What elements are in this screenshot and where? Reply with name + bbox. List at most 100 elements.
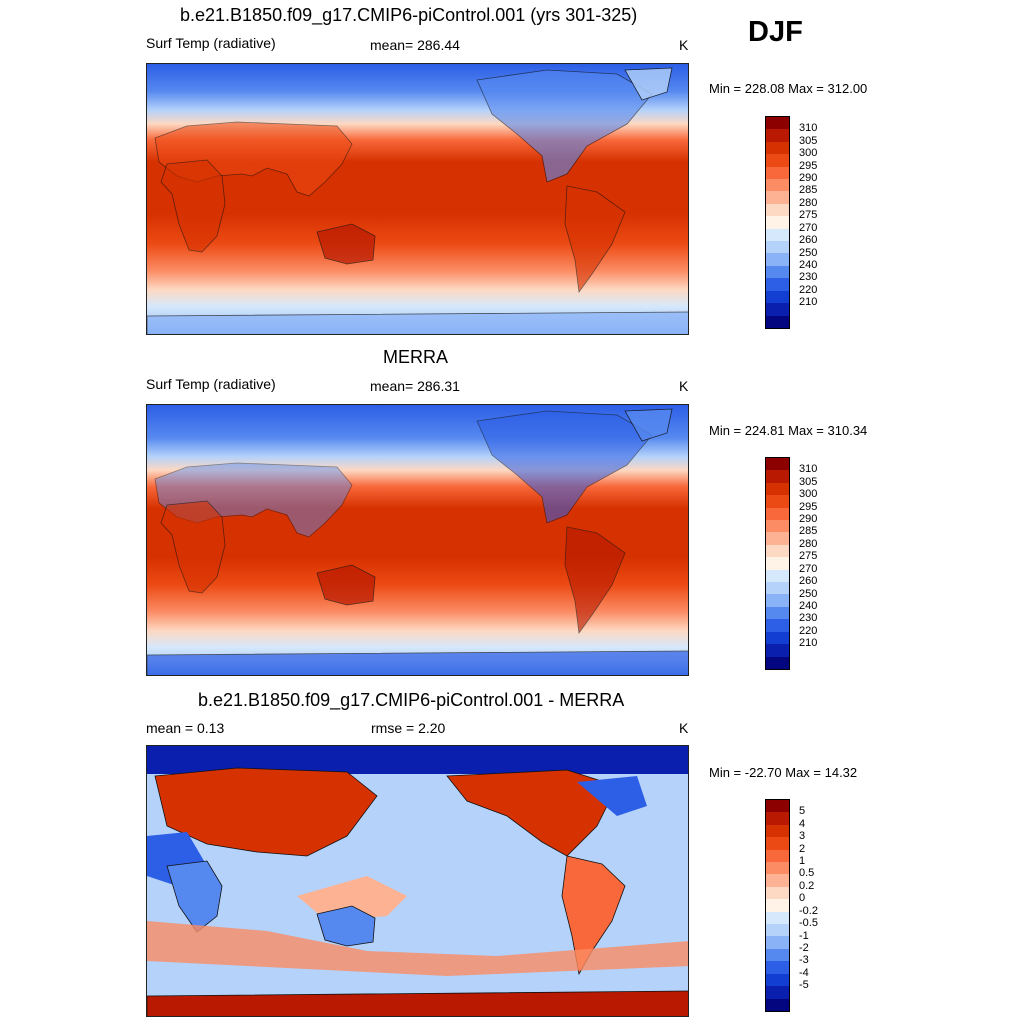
panel2-greenland-outline bbox=[624, 408, 673, 442]
panel1-colorbar bbox=[765, 116, 790, 329]
colorbar-swatch bbox=[766, 166, 789, 180]
colorbar-tick-label: 310 bbox=[799, 122, 818, 135]
panel1-minmax: Min = 228.08 Max = 312.00 bbox=[709, 81, 868, 96]
colorbar-swatch bbox=[766, 874, 789, 887]
panel2-africa-outline bbox=[160, 500, 226, 594]
colorbar-tick-label: 295 bbox=[799, 159, 818, 172]
colorbar-swatch bbox=[766, 849, 789, 863]
colorbar-swatch bbox=[766, 216, 789, 229]
colorbar-tick-label: 220 bbox=[799, 624, 818, 637]
panel2-map bbox=[146, 404, 689, 676]
colorbar-tick-label: 285 bbox=[799, 184, 818, 197]
colorbar-tick-label: 270 bbox=[799, 221, 818, 234]
colorbar-tick-label: 305 bbox=[799, 134, 818, 147]
colorbar-swatch bbox=[766, 265, 789, 279]
colorbar-swatch bbox=[766, 800, 789, 813]
colorbar-tick-label: 0.2 bbox=[799, 879, 815, 892]
colorbar-tick-label: 280 bbox=[799, 196, 818, 209]
colorbar-swatch bbox=[766, 824, 789, 838]
colorbar-swatch bbox=[766, 899, 789, 912]
panel1-title: b.e21.B1850.f09_g17.CMIP6-piControl.001 … bbox=[180, 5, 638, 25]
panel2-colorbar bbox=[765, 457, 790, 670]
panel2-antarctica-outline bbox=[147, 650, 688, 675]
panel2-unit-label: K bbox=[679, 378, 689, 394]
panel3-title: b.e21.B1850.f09_g17.CMIP6-piControl.001 … bbox=[198, 690, 625, 710]
colorbar-tick-label: 1 bbox=[799, 855, 806, 868]
panel3-southern-ocean-band bbox=[147, 921, 688, 976]
colorbar-tick-label: 240 bbox=[799, 258, 818, 271]
colorbar-tick-label: 260 bbox=[799, 234, 818, 247]
panel3-africa-outline bbox=[166, 860, 223, 933]
colorbar-swatch bbox=[766, 631, 789, 645]
colorbar-swatch bbox=[766, 911, 789, 925]
colorbar-tick-label: 290 bbox=[799, 513, 818, 526]
colorbar-tick-label: 230 bbox=[799, 271, 818, 284]
colorbar-swatch bbox=[766, 606, 789, 620]
colorbar-tick-label: 300 bbox=[799, 147, 818, 160]
colorbar-swatch bbox=[766, 886, 789, 900]
panel3-map bbox=[146, 745, 689, 1017]
colorbar-tick-label: 3 bbox=[799, 830, 806, 843]
colorbar-tick-label: 0 bbox=[799, 892, 806, 905]
colorbar-tick-label: 250 bbox=[799, 246, 818, 259]
panel2-south-america-outline bbox=[564, 526, 626, 635]
panel2-north-america-outline bbox=[476, 410, 653, 524]
panel2-minmax: Min = 224.81 Max = 310.34 bbox=[709, 423, 868, 438]
season-label: DJF bbox=[748, 16, 803, 48]
colorbar-swatch bbox=[766, 544, 789, 558]
colorbar-swatch bbox=[766, 253, 789, 266]
colorbar-swatch bbox=[766, 557, 789, 570]
colorbar-tick-label: 280 bbox=[799, 537, 818, 550]
colorbar-tick-label: -4 bbox=[799, 966, 809, 979]
colorbar-swatch bbox=[766, 154, 789, 167]
colorbar-tick-label: 275 bbox=[799, 550, 818, 563]
colorbar-swatch bbox=[766, 129, 789, 142]
colorbar-tick-label: 0.5 bbox=[799, 867, 815, 880]
colorbar-tick-label: 305 bbox=[799, 475, 818, 488]
colorbar-tick-label: 290 bbox=[799, 172, 818, 185]
panel1-antarctica-outline bbox=[147, 311, 688, 334]
colorbar-swatch bbox=[766, 507, 789, 521]
colorbar-swatch bbox=[766, 644, 789, 657]
colorbar-swatch bbox=[766, 117, 789, 130]
panel3-antarctica-outline bbox=[147, 990, 688, 1016]
colorbar-tick-label: 220 bbox=[799, 283, 818, 296]
colorbar-tick-label: -2 bbox=[799, 941, 809, 954]
panel1-unit-label: K bbox=[679, 37, 689, 53]
colorbar-swatch bbox=[766, 482, 789, 496]
panel1-mean-label: mean= 286.44 bbox=[370, 37, 460, 53]
colorbar-swatch bbox=[766, 594, 789, 607]
colorbar-tick-label: -5 bbox=[799, 979, 809, 992]
colorbar-swatch bbox=[766, 303, 789, 316]
panel3-australia-outline bbox=[316, 905, 376, 947]
colorbar-swatch bbox=[766, 458, 789, 471]
colorbar-swatch bbox=[766, 532, 789, 545]
colorbar-tick-label: 300 bbox=[799, 488, 818, 501]
colorbar-swatch bbox=[766, 936, 789, 949]
colorbar-swatch bbox=[766, 998, 789, 1011]
colorbar-tick-label: 260 bbox=[799, 575, 818, 588]
colorbar-tick-label: 240 bbox=[799, 599, 818, 612]
panel1-south-america-outline bbox=[564, 185, 626, 294]
colorbar-tick-label: 295 bbox=[799, 500, 818, 513]
colorbar-swatch bbox=[766, 141, 789, 155]
panel3-unit-label: K bbox=[679, 720, 689, 736]
colorbar-swatch bbox=[766, 961, 789, 974]
colorbar-tick-label: 230 bbox=[799, 612, 818, 625]
colorbar-swatch bbox=[766, 837, 789, 850]
colorbar-swatch bbox=[766, 203, 789, 217]
colorbar-tick-label: 5 bbox=[799, 805, 806, 818]
colorbar-swatch bbox=[766, 619, 789, 632]
colorbar-tick-label: -3 bbox=[799, 954, 809, 967]
colorbar-swatch bbox=[766, 986, 789, 999]
panel3-labrador-patch bbox=[577, 776, 647, 816]
colorbar-tick-label: 4 bbox=[799, 817, 806, 830]
colorbar-swatch bbox=[766, 315, 789, 328]
colorbar-swatch bbox=[766, 470, 789, 483]
colorbar-swatch bbox=[766, 290, 789, 304]
colorbar-swatch bbox=[766, 569, 789, 583]
colorbar-swatch bbox=[766, 812, 789, 825]
colorbar-swatch bbox=[766, 520, 789, 533]
panel2-australia-outline bbox=[316, 564, 376, 606]
colorbar-tick-label: 210 bbox=[799, 296, 818, 309]
